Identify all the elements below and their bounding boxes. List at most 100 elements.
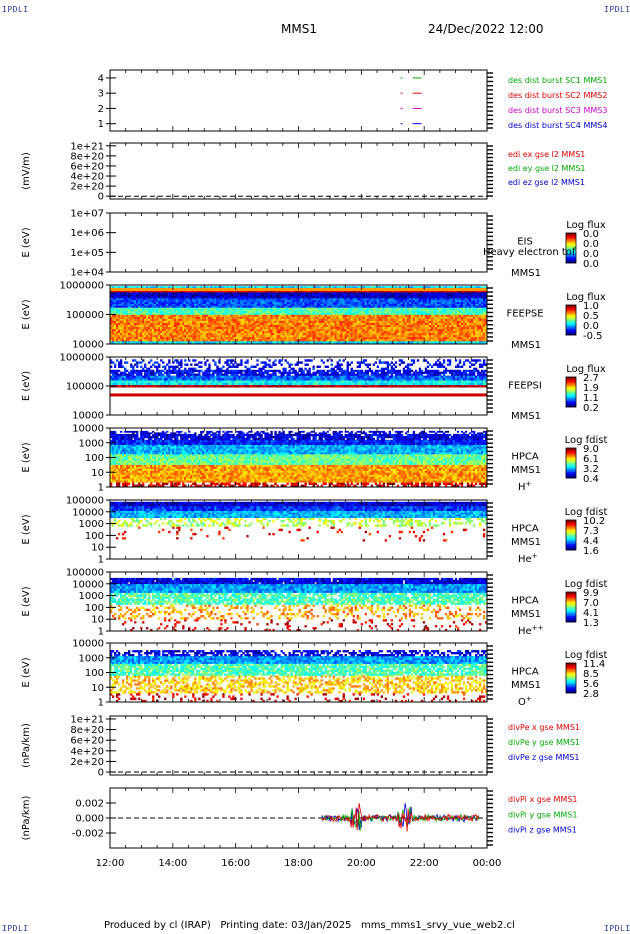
colorbar-frame bbox=[565, 304, 577, 336]
y-tick-label: 100000 bbox=[66, 496, 104, 507]
colorbar-step bbox=[566, 239, 576, 241]
colorbar-tick: 1.0 bbox=[583, 301, 599, 312]
y-tick-label: 1e+21 bbox=[70, 714, 104, 725]
colorbar-tick: 0.0 bbox=[583, 239, 599, 250]
y-tick-label: 1000 bbox=[79, 519, 104, 530]
colorbar-step bbox=[566, 329, 576, 331]
instrument-label: FEEPSE bbox=[506, 309, 543, 320]
colorbar-step bbox=[566, 595, 576, 597]
colorbar-step bbox=[566, 682, 576, 685]
colorbar-step bbox=[566, 673, 576, 676]
colorbar-step bbox=[566, 251, 576, 253]
species-label: He+ bbox=[518, 552, 538, 565]
y-tick-label: 8e+20 bbox=[70, 151, 104, 162]
y-tick-label: 100 bbox=[85, 531, 104, 542]
species-charge: + bbox=[526, 480, 532, 488]
colorbar-tick: 4.4 bbox=[583, 536, 599, 547]
colorbar-step bbox=[566, 614, 576, 617]
colorbar-tick: 1.6 bbox=[583, 546, 599, 557]
colorbar-step bbox=[566, 464, 576, 467]
colorbar-tick: 0.0 bbox=[583, 249, 599, 260]
colorbar-step bbox=[566, 377, 576, 379]
colorbar-step bbox=[566, 611, 576, 614]
instrument-label: HPCA bbox=[511, 524, 539, 535]
colorbar-step bbox=[566, 246, 576, 249]
colorbar-step bbox=[566, 255, 576, 258]
colorbar-tick: 0.0 bbox=[583, 259, 599, 270]
y-tick-label: 1 bbox=[98, 555, 104, 566]
colorbar-step bbox=[566, 321, 576, 324]
y-tick-label: 100000 bbox=[66, 382, 104, 393]
colorbar-step bbox=[566, 449, 576, 452]
colorbar-step bbox=[566, 542, 576, 545]
y-axis-label: (nPa/km) bbox=[21, 796, 32, 841]
corner-mark-bottom-left: IPDLI bbox=[2, 924, 29, 933]
colorbar-step bbox=[566, 670, 576, 673]
colorbar-step bbox=[566, 617, 576, 620]
y-tick-label: 10 bbox=[91, 468, 104, 479]
colorbar-step bbox=[566, 475, 576, 477]
overlay-label: Heavy electron tof bbox=[483, 247, 576, 258]
spacecraft-label: MMS1 bbox=[511, 680, 541, 691]
colorbar-step bbox=[566, 333, 576, 336]
colorbar-title: Log fdist bbox=[565, 650, 608, 661]
y-axis-label: E (eV) bbox=[21, 299, 32, 329]
footer-filename: mms_mms1_srvy_vue_web2.cl bbox=[361, 920, 515, 931]
legend-entry: edi ey gse l2 MMS1 bbox=[508, 164, 586, 173]
colorbar-step bbox=[566, 318, 576, 321]
panel-11 bbox=[106, 787, 493, 849]
legend-entry: divPi x gse MMS1 bbox=[508, 795, 577, 804]
y-tick-label: 4e+20 bbox=[70, 172, 104, 183]
y-tick-label: 0.002 bbox=[75, 799, 104, 810]
divpi-trace bbox=[321, 803, 480, 832]
colorbar-step bbox=[566, 315, 576, 318]
colorbar-step bbox=[566, 330, 576, 333]
instrument-label: HPCA bbox=[511, 667, 539, 678]
y-tick-label: 1000000 bbox=[59, 281, 104, 292]
colorbar-step bbox=[566, 461, 576, 464]
colorbar-tick: 1.1 bbox=[583, 393, 599, 404]
species-charge: ++ bbox=[532, 624, 544, 632]
colorbar-step bbox=[566, 547, 576, 549]
colorbar-step bbox=[566, 688, 576, 691]
colorbar-step bbox=[566, 520, 576, 522]
colorbar-step bbox=[566, 599, 576, 602]
colorbar-step bbox=[566, 592, 576, 594]
colorbar-step bbox=[566, 455, 576, 458]
colorbar-frame bbox=[565, 447, 577, 479]
colorbar-step bbox=[566, 604, 576, 606]
colorbar-step bbox=[566, 384, 576, 387]
species-label: H+ bbox=[518, 480, 532, 493]
colorbar-step bbox=[566, 616, 576, 618]
y-tick-label: 6e+20 bbox=[70, 161, 104, 172]
colorbar-step bbox=[566, 242, 576, 244]
instrument-label: FEEPSI bbox=[508, 380, 542, 391]
y-tick-label: 100000 bbox=[66, 568, 104, 579]
colorbar-tick: 9.0 bbox=[583, 444, 599, 455]
x-tick-label: 22:00 bbox=[410, 858, 439, 869]
colorbar-step bbox=[566, 258, 576, 261]
legend-entry: des dist burst SC4 MMS4 bbox=[508, 121, 607, 130]
colorbar-tick: 2.8 bbox=[583, 689, 599, 700]
colorbar-tick: 10.2 bbox=[583, 516, 605, 527]
colorbar-step bbox=[566, 467, 576, 470]
y-tick-label: 1000 bbox=[79, 653, 104, 664]
colorbar-tick: 0.5 bbox=[583, 311, 599, 322]
colorbar-step bbox=[566, 233, 576, 235]
y-tick-label: 4 bbox=[98, 73, 104, 84]
y-tick-label: 100000 bbox=[66, 310, 104, 321]
y-tick-label: 8e+20 bbox=[70, 725, 104, 736]
colorbar-tick: 7.3 bbox=[583, 526, 599, 537]
divpi-trace bbox=[321, 806, 480, 831]
colorbar-step bbox=[566, 314, 576, 316]
colorbar-step bbox=[566, 405, 576, 408]
colorbar-title: Log flux bbox=[566, 220, 606, 231]
colorbar-step bbox=[566, 308, 576, 310]
y-tick-label: 10000 bbox=[72, 411, 104, 422]
colorbar-step bbox=[566, 457, 576, 459]
colorbar-step bbox=[566, 324, 576, 327]
colorbar-step bbox=[566, 610, 576, 612]
panel-frame bbox=[109, 715, 488, 776]
corner-mark-top-left: IPDLI bbox=[2, 5, 29, 14]
colorbar-step bbox=[566, 535, 576, 537]
